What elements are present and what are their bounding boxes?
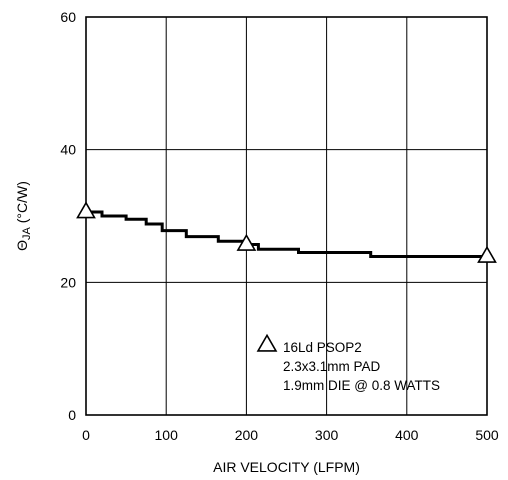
x-tick-label: 0: [82, 427, 90, 443]
data-point-triangle: [236, 233, 257, 251]
x-tick-label: 400: [395, 427, 419, 443]
x-tick-label: 300: [315, 427, 339, 443]
series-markers: [76, 201, 497, 263]
legend-series-name: 16Ld PSOP2: [283, 340, 362, 355]
x-tick-labels: 0 100 200 300 400 500: [82, 427, 499, 443]
y-tick-labels: 0 20 40 60: [60, 9, 76, 423]
series-line: [86, 210, 487, 258]
y-axis-title-suffix: (°C/W): [14, 181, 30, 227]
y-axis-title: ΘJA (°C/W): [14, 181, 33, 251]
y-tick-label: 40: [60, 142, 76, 158]
y-axis-title-subscript: JA: [21, 226, 33, 240]
x-axis-title: AIR VELOCITY (LFPM): [213, 459, 360, 475]
legend: 16Ld PSOP2 2.3x3.1mm PAD 1.9mm DIE @ 0.8…: [256, 333, 440, 393]
legend-triangle-icon: [256, 333, 278, 352]
legend-pad-size: 2.3x3.1mm PAD: [283, 359, 381, 374]
data-point-triangle: [76, 201, 96, 219]
y-tick-label: 0: [68, 407, 76, 423]
y-axis-title-prefix: Θ: [14, 240, 30, 251]
x-tick-label: 200: [235, 427, 259, 443]
grid: [86, 17, 487, 415]
data-point-triangle: [477, 245, 497, 263]
x-tick-label: 100: [155, 427, 179, 443]
plot-frame: [85, 16, 488, 416]
x-tick-label: 500: [475, 427, 499, 443]
legend-die-info: 1.9mm DIE @ 0.8 WATTS: [283, 378, 440, 393]
y-tick-label: 20: [60, 274, 76, 290]
y-tick-label: 60: [60, 9, 76, 25]
